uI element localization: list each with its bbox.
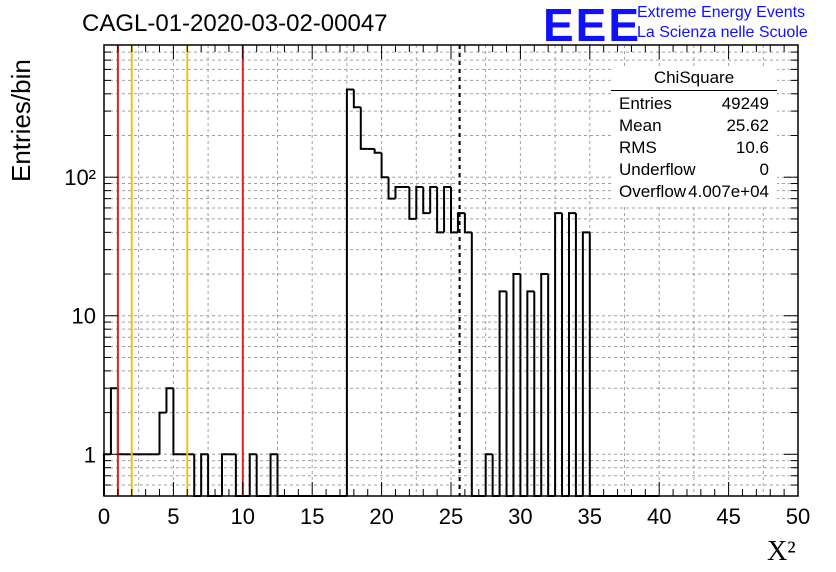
x-tick-label: 50 xyxy=(786,504,810,529)
stats-row-overflow: Overflow 4.007e+04 xyxy=(619,182,769,204)
stats-title: ChiSquare xyxy=(653,68,735,87)
histogram-bin xyxy=(554,212,563,496)
histogram-bin xyxy=(415,185,424,219)
histogram-bin xyxy=(484,453,493,496)
x-tick-label: 45 xyxy=(716,504,740,529)
histogram-bin xyxy=(248,453,257,496)
histogram-bin xyxy=(109,387,118,455)
stats-row-rms: RMS 10.6 xyxy=(619,138,769,160)
axis-ticks xyxy=(103,44,799,497)
histogram-bin xyxy=(498,290,507,496)
x-tick-label: 15 xyxy=(300,504,324,529)
histogram-bin xyxy=(408,186,417,220)
stats-key: Entries xyxy=(619,94,672,113)
histogram-bin xyxy=(450,186,458,234)
stats-divider xyxy=(611,90,777,91)
reference-lines xyxy=(116,45,461,496)
stats-key: RMS xyxy=(619,138,657,157)
eee-logo: EEE xyxy=(543,0,642,51)
histogram-bin xyxy=(116,388,125,456)
x-tick-label: 35 xyxy=(578,504,602,529)
y-axis-label: Entries/bin xyxy=(6,59,36,182)
x-tick-label: 0 xyxy=(98,504,110,529)
histogram-bin xyxy=(158,411,167,455)
histogram-bin xyxy=(526,290,535,496)
stats-value: 49249 xyxy=(721,94,769,113)
histogram-bin xyxy=(567,212,576,496)
y-tick-label: 10 xyxy=(72,304,96,329)
stats-row-underflow: Underflow 0 xyxy=(619,160,769,182)
histogram-bin xyxy=(443,185,451,233)
histogram-bin xyxy=(512,273,521,496)
histogram-bin xyxy=(165,387,174,413)
y-tick-label: 10² xyxy=(64,165,96,190)
histogram-bin xyxy=(172,388,181,456)
stats-box: ChiSquare Entries 49249 Mean 25.62 RMS 1… xyxy=(611,66,777,206)
stats-value: 25.62 xyxy=(726,116,769,135)
histogram-bin xyxy=(436,186,445,234)
stats-row-mean: Mean 25.62 xyxy=(619,116,769,138)
x-tick-label: 25 xyxy=(439,504,463,529)
logo-line-1: Extreme Energy Events xyxy=(637,4,806,21)
histogram-bin xyxy=(380,152,389,179)
histogram-bin xyxy=(429,185,438,214)
histogram-bin xyxy=(373,148,382,154)
histogram-bin xyxy=(581,231,590,496)
stats-row-entries: Entries 49249 xyxy=(619,94,769,116)
x-tick-label: 30 xyxy=(508,504,532,529)
histogram-bin xyxy=(519,274,528,497)
histogram-bin xyxy=(561,213,569,497)
histogram-bin xyxy=(422,186,431,215)
x-tick-label: 10 xyxy=(231,504,255,529)
histogram-bin xyxy=(352,89,361,109)
histogram-bin xyxy=(345,88,354,496)
histogram-bin xyxy=(588,232,597,497)
stats-key: Underflow xyxy=(619,160,696,179)
histogram-bin xyxy=(456,212,465,233)
stats-key: Mean xyxy=(619,116,662,135)
stats-value: 4.007e+04 xyxy=(688,182,769,201)
logo-line-2: La Scienza nelle Scuole xyxy=(637,24,808,41)
stats-value: 0 xyxy=(759,160,769,179)
x-tick-label: 5 xyxy=(167,504,179,529)
histogram-bin xyxy=(540,273,549,496)
chart-title: CAGL-01-2020-03-02-00047 xyxy=(82,10,388,37)
histogram-bin xyxy=(463,213,472,234)
histogram-bin xyxy=(269,453,278,496)
histogram-bin xyxy=(574,213,583,497)
tick-labels: 0 5 10 15 20 25 30 35 40 45 50 1 10 10² xyxy=(64,165,810,529)
histogram-bin xyxy=(359,107,368,150)
x-axis-label: X² xyxy=(767,536,796,567)
x-tick-label: 20 xyxy=(369,504,393,529)
histogram-bin xyxy=(200,453,209,496)
histogram-bin xyxy=(547,274,556,497)
x-tick-label: 40 xyxy=(647,504,671,529)
stats-key: Overflow xyxy=(619,182,687,201)
y-tick-label: 1 xyxy=(84,442,96,467)
histogram-bin xyxy=(470,232,479,497)
histogram-bin xyxy=(387,177,396,200)
stats-value: 10.6 xyxy=(735,138,769,157)
histogram-bin xyxy=(394,185,403,199)
histogram-bin xyxy=(220,453,229,496)
